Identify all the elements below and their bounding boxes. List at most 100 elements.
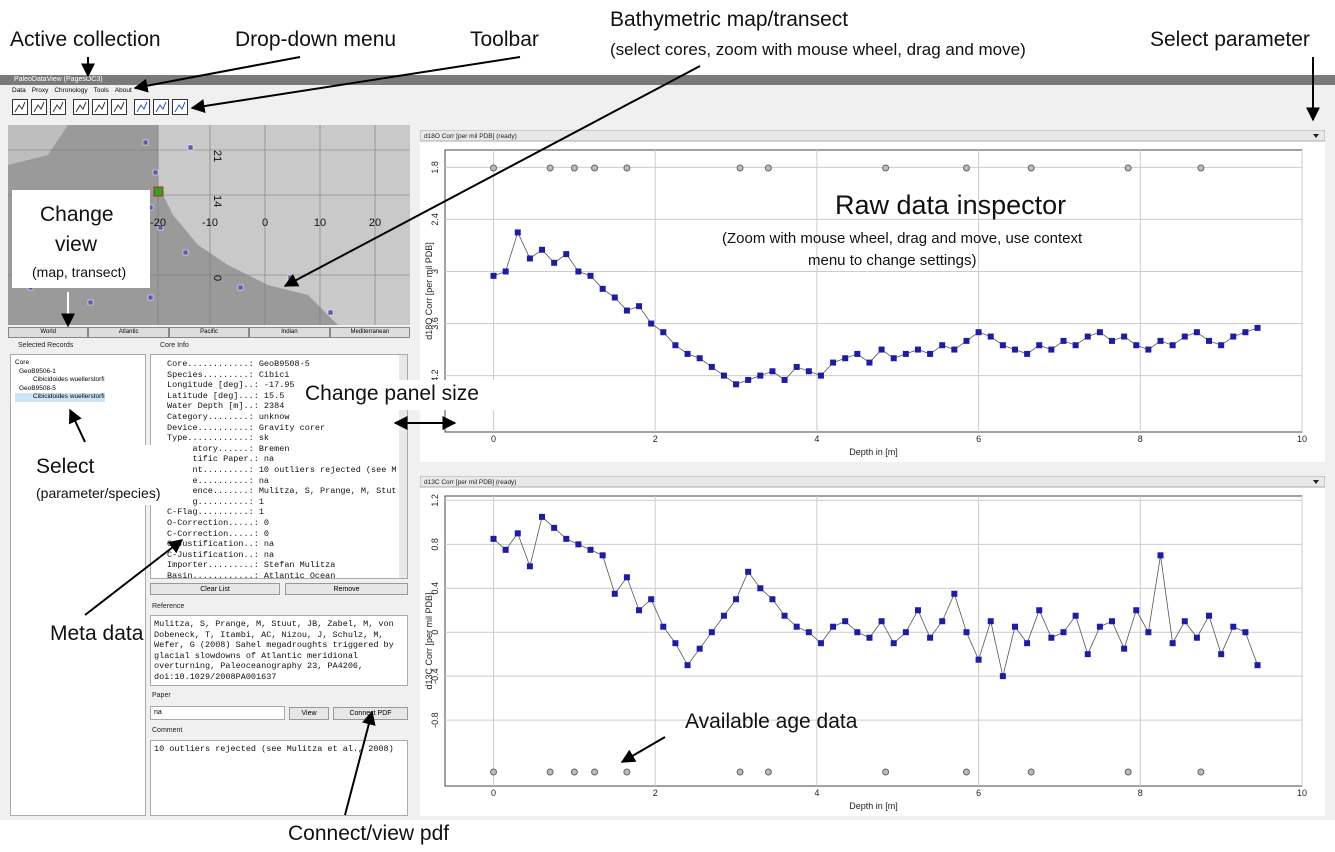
paper-input[interactable]: na [150,706,285,720]
data-point [769,368,776,375]
tree-core[interactable]: GeoB9508-5 [19,384,56,392]
data-point [1133,342,1140,349]
parameter-dropdown[interactable] [420,476,1325,488]
button[interactable]: Remove [285,583,408,595]
records-tree[interactable]: Core GeoB9506-1 Cibicidoides wuellerstorfi… [10,354,146,816]
map-tabs: World Atlantic Pacific Indian Mediterranean [8,327,411,338]
data-point [1242,629,1249,636]
age-marker [736,768,744,776]
data-point [1157,552,1164,559]
tab[interactable]: Pacific [168,327,250,338]
data-point [963,629,970,636]
tab[interactable]: Atlantic [88,327,169,338]
tree-species[interactable]: Cibicidoides wuellerstorfi [33,376,105,383]
toolbar-button[interactable] [172,99,188,115]
panel-label: Selected Records [18,342,74,349]
tab[interactable]: World [8,327,89,338]
tab[interactable]: Indian [249,327,330,338]
selected-core[interactable] [153,186,164,197]
data-point [1096,623,1103,630]
data-point [1109,337,1116,344]
toolbar-button[interactable] [31,99,47,115]
data-point [502,268,509,275]
menu-item[interactable]: About [114,87,132,94]
core-info-line: Category........: unknow [167,411,290,422]
x-tick-label: 0 [491,434,496,444]
x-axis-label: Depth in [m] [849,801,898,811]
data-point [720,612,727,619]
icon [155,101,167,113]
menu-item[interactable]: Tools [93,87,109,94]
data-point [999,673,1006,680]
button[interactable]: View [289,707,329,720]
tree-species[interactable]: Cibicidoides wuellerstorfi [15,393,105,402]
parameter-dropdown-label[interactable]: d18O Corr [per mil PDB] (ready) [424,133,517,140]
toolbar-button[interactable] [50,99,66,115]
data-point [781,376,788,383]
annotation: (select cores, zoom with mouse wheel, dr… [610,40,1026,59]
y-tick-label: 0.8 [430,538,440,551]
age-marker [962,768,970,776]
data-point [817,372,824,379]
data-point [1218,342,1225,349]
data-point [1145,629,1152,636]
data-point [623,307,630,314]
chart[interactable]: d18O Corr [per mil PDB] (ready) 0 2 4 6 8 10 1.… [420,130,1325,462]
toolbar-button[interactable] [12,99,28,115]
button[interactable]: Connect PDF [333,707,408,720]
x-tick-label: 10 [1297,434,1307,444]
data-point [1121,645,1128,652]
menu-item[interactable]: Data [12,87,26,94]
data-point [672,640,679,647]
data-point [1096,329,1103,336]
data-point [539,246,546,253]
annotation: Drop-down menu [235,28,397,51]
toolbar-button[interactable] [153,99,169,115]
core-info-line: Basin............: Atlantic Ocean [167,570,336,579]
data-point [1060,337,1067,344]
data-point [1230,333,1237,340]
annotation: Raw data inspector [835,190,1067,220]
x-tick-label: 4 [814,788,819,798]
data-point [963,337,970,344]
data-point [648,320,655,327]
scrollbar[interactable] [399,355,407,578]
data-point [733,381,740,388]
chart[interactable]: d13C Corr [per mil PDB] (ready) 0 2 4 6 8 10 -0… [420,476,1325,816]
x-tick-label: 2 [653,434,658,444]
map-lat-label: 21 [211,150,223,162]
annotation: (parameter/species) [36,485,161,501]
menu-item[interactable]: Chronology [54,87,88,94]
data-point [514,530,521,537]
core-info-line: C-Correction.....: 0 [167,528,270,539]
toolbar-button[interactable] [134,99,150,115]
age-marker [591,164,599,172]
data-point [551,524,558,531]
toolbar-button[interactable] [92,99,108,115]
menu-item[interactable]: Proxy [31,87,49,94]
parameter-dropdown[interactable] [420,130,1325,142]
data-point [1133,607,1140,614]
title-bar [0,75,1335,85]
core-info-line: O-Justification..: na [167,539,275,550]
tree-core[interactable]: GeoB9506-1 [19,367,56,375]
core-info-line: Species.........: Cibici [167,369,290,380]
toolbar-button[interactable] [111,99,127,115]
icon [94,101,106,113]
panel-label: Reference [152,603,185,610]
age-marker [1027,164,1035,172]
window-title: PaleoDataView (PagesOC3) [14,76,103,83]
tab[interactable]: Mediterranean [329,327,411,338]
y-tick-label: 4.2 [430,369,440,382]
button[interactable]: Clear List [150,583,280,595]
data-point [1181,333,1188,340]
data-point [805,368,812,375]
core-info-line: C-Justification..: na [167,549,275,560]
toolbar-button[interactable] [73,99,89,115]
y-tick-label: 2.4 [430,213,440,226]
data-point [636,303,643,310]
reference-text: Mulitza, S, Prange, M, Stuut, JB, Zabel,… [154,619,394,682]
parameter-dropdown-label[interactable]: d13C Corr [per mil PDB] (ready) [424,479,516,486]
data-point [975,656,982,663]
